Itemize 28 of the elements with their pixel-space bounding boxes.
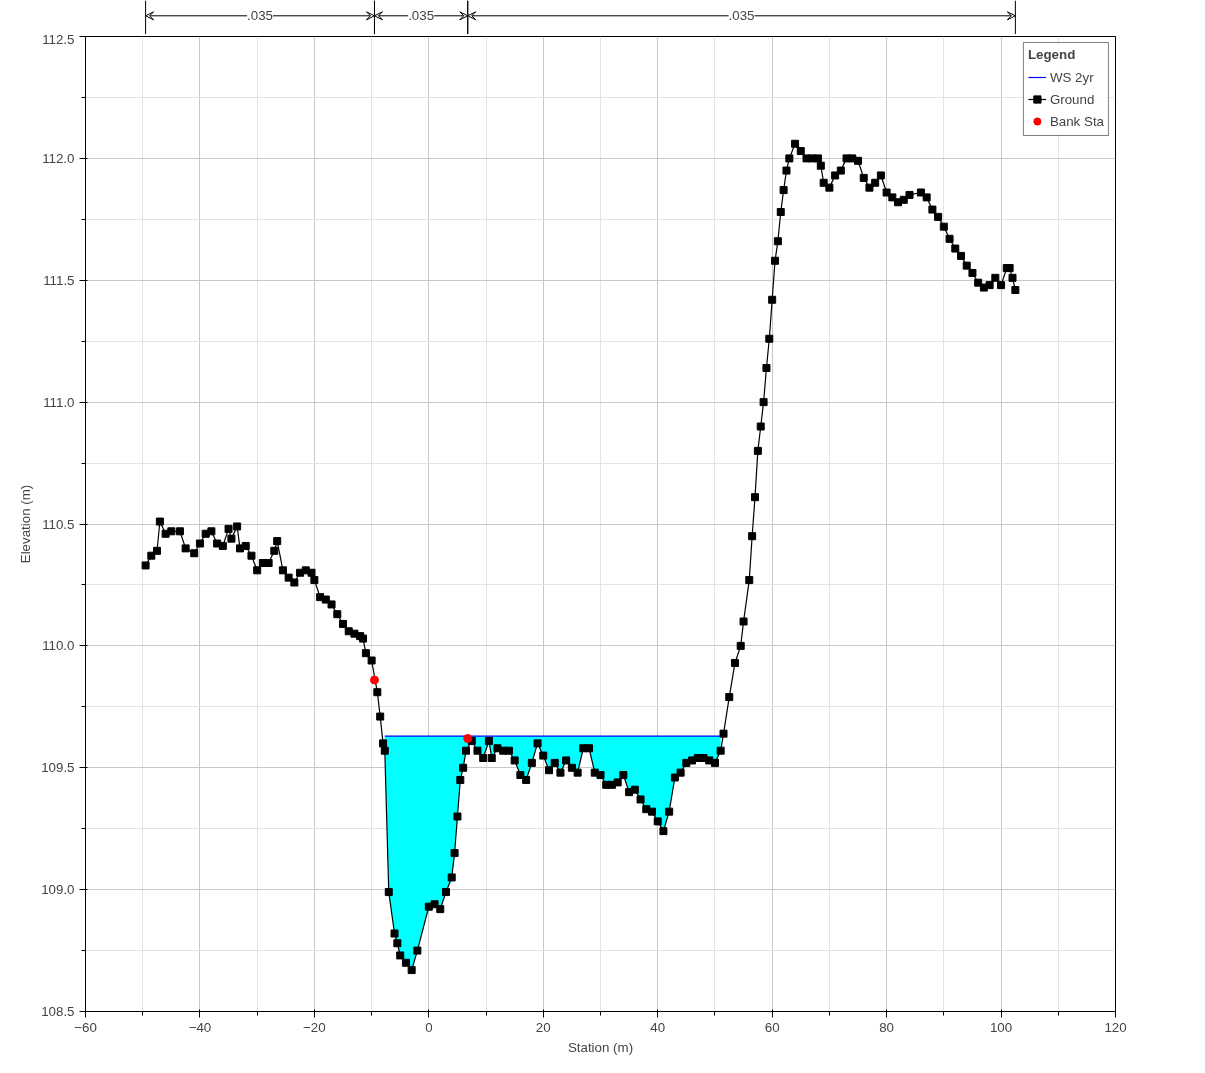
x-axis-title: Station (m) <box>567 1039 634 1055</box>
x-tick-label: 40 <box>650 1019 666 1035</box>
y-tick-label: 108.5 <box>41 1004 75 1019</box>
y-axis-title: Elevation (m) <box>18 484 34 564</box>
x-tick-label: 0 <box>425 1019 433 1035</box>
x-tick-label: 60 <box>764 1019 780 1035</box>
y-tick-label: 109.5 <box>41 760 75 776</box>
y-tick-label: 111.0 <box>43 394 75 410</box>
text: .035 <box>728 8 755 24</box>
legend-label: WS 2yr <box>1049 69 1094 85</box>
y-tick-label: 110.0 <box>42 638 75 654</box>
text: .035 <box>247 8 274 24</box>
legend-label: Ground <box>1049 91 1095 107</box>
x-tick-label: −20 <box>303 1019 326 1035</box>
x-tick-label: 20 <box>535 1019 551 1035</box>
y-tick-label: 111.5 <box>43 272 75 288</box>
legend-label: Bank Sta <box>1049 113 1104 129</box>
x-tick-label: 120 <box>1104 1019 1127 1035</box>
text: .035 <box>408 8 435 24</box>
y-tick-label: 112.5 <box>42 31 75 47</box>
x-tick-label: −60 <box>74 1019 97 1035</box>
legend-title: Legend <box>1027 47 1077 62</box>
y-tick-label: 110.5 <box>42 516 75 532</box>
y-tick-label: 112.0 <box>42 150 75 166</box>
x-tick-label: 80 <box>879 1019 895 1035</box>
x-tick-label: −40 <box>188 1019 212 1035</box>
x-tick-label: 100 <box>989 1019 1013 1035</box>
y-tick-label: 109.0 <box>41 882 75 898</box>
